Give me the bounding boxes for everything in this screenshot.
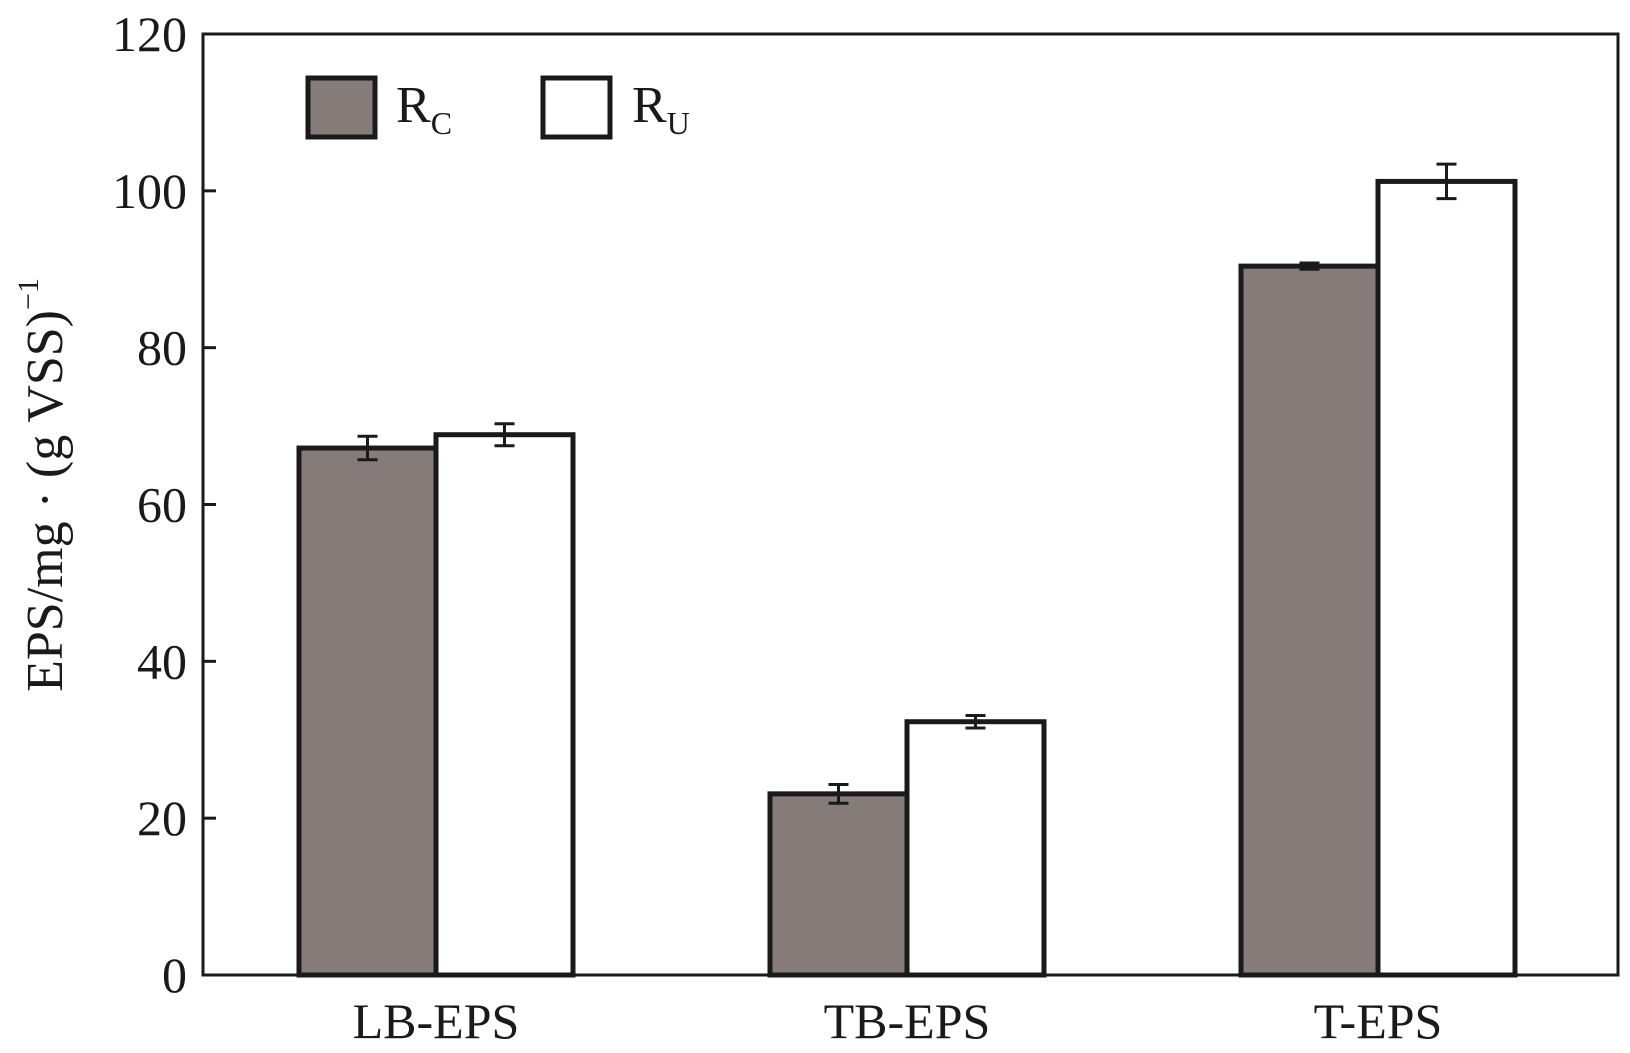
y-axis-title-superscript: −1	[12, 278, 45, 310]
error-bar	[357, 434, 378, 462]
bar-lb-eps-rc	[296, 445, 439, 978]
y-tick-label: 100	[112, 163, 187, 219]
legend-label-rc-main: R	[396, 77, 431, 134]
bar-lb-eps-ru	[433, 432, 576, 978]
y-tick-label: 20	[137, 790, 187, 846]
x-category-label: TB-EPS	[824, 993, 991, 1049]
error-bar	[1436, 162, 1457, 201]
legend: RC RU	[305, 75, 690, 141]
x-category-label: T-EPS	[1314, 993, 1443, 1049]
legend-item-ru: RU	[540, 75, 690, 141]
bar-t-eps-rc	[1238, 263, 1381, 978]
legend-label-rc-subscript: C	[431, 105, 452, 141]
legend-item-rc: RC	[305, 75, 452, 141]
error-bar	[828, 782, 849, 805]
error-bar	[1299, 261, 1320, 271]
bar-tb-eps-ru	[904, 719, 1047, 978]
legend-label-rc: RC	[396, 77, 452, 141]
x-axis: LB-EPS TB-EPS T-EPS	[353, 993, 1443, 1049]
bars-group	[296, 178, 1518, 978]
bar-t-eps-ru	[1375, 178, 1518, 978]
error-bar	[494, 422, 515, 448]
y-tick-label: 80	[137, 320, 187, 376]
error-bar	[965, 713, 986, 730]
y-axis: 0 20 40 60 80 100 120	[112, 6, 216, 1003]
legend-swatch-rc	[305, 75, 378, 140]
error-bars-group	[357, 162, 1457, 805]
bar-tb-eps-rc	[767, 791, 910, 978]
legend-label-ru-main: R	[632, 77, 667, 134]
legend-label-ru: RU	[632, 77, 690, 141]
y-axis-title-main: EPS/mg · (g VSS)	[17, 310, 74, 692]
x-category-label: LB-EPS	[353, 993, 520, 1049]
legend-label-ru-subscript: U	[667, 105, 690, 141]
y-tick-label: 60	[137, 477, 187, 533]
y-tick-label: 40	[137, 633, 187, 689]
y-tick-label: 0	[162, 947, 187, 1003]
legend-swatch-ru	[540, 75, 613, 140]
y-axis-title: EPS/mg · (g VSS)−1	[12, 278, 74, 692]
y-tick-label: 120	[112, 6, 187, 62]
